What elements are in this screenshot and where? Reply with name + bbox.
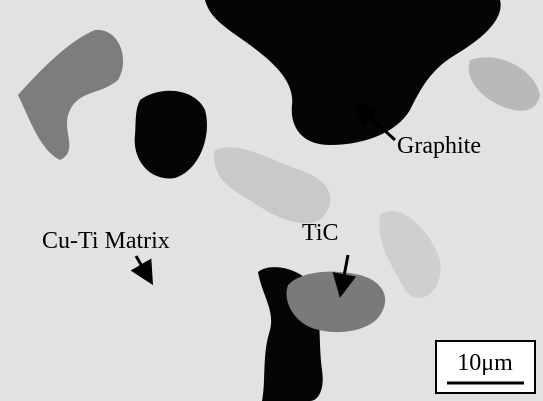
page: Graphite Cu-Ti Matrix TiC 10μm (() => { … [0, 0, 543, 401]
micrograph: Graphite Cu-Ti Matrix TiC 10μm [0, 0, 543, 401]
scale-label: 10μm [457, 350, 513, 376]
graphite-label: Graphite [397, 133, 481, 159]
tic-label: TiC [302, 220, 339, 246]
matrix-label: Cu-Ti Matrix [42, 228, 170, 254]
